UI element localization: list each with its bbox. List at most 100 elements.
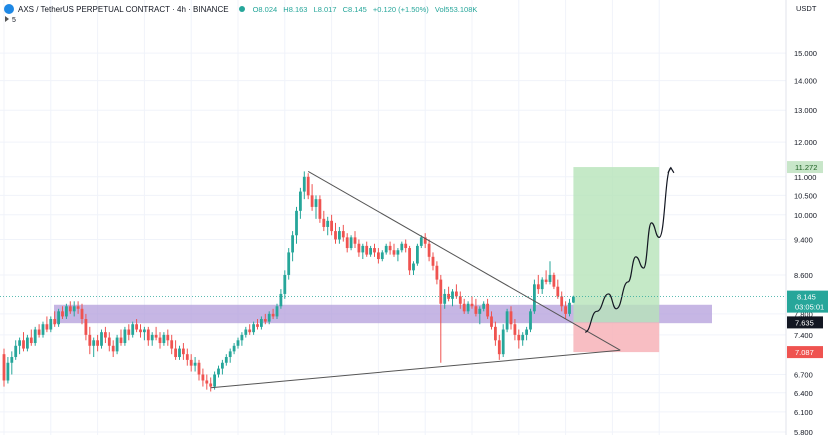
axs-coin-icon[interactable]	[4, 4, 14, 14]
candle-body	[353, 237, 357, 244]
candle-body	[369, 248, 372, 255]
candle-body	[135, 324, 138, 330]
candle-body	[61, 311, 64, 317]
candle-body	[174, 348, 177, 358]
candle-body	[517, 334, 521, 341]
entry-price-label: 7.635	[795, 318, 814, 327]
candle-body	[14, 345, 18, 358]
target-price-label: 11.272	[795, 163, 817, 172]
candle-body	[470, 303, 474, 307]
candle-body	[349, 237, 353, 249]
candle-body	[310, 195, 314, 207]
candle-body	[80, 308, 84, 320]
ohlc-high: H8.163	[283, 4, 308, 14]
candle-body	[458, 296, 462, 304]
ohlc-change: +0.120 (+1.50%)	[372, 4, 429, 14]
candle-body	[525, 329, 528, 335]
candle-body	[166, 334, 170, 341]
candle-body	[326, 220, 330, 227]
candle-body	[334, 231, 337, 240]
countdown-label: 03:05:01	[795, 303, 824, 312]
candle-body	[529, 311, 532, 330]
candle-body	[205, 380, 209, 384]
candle-body	[18, 340, 21, 346]
symbol-title[interactable]: AXS / TetherUS PERPETUAL CONTRACT · 4h ·…	[18, 4, 229, 14]
candle-body	[146, 329, 150, 341]
candle-body	[486, 303, 489, 317]
candle-body	[57, 311, 60, 325]
candle-body	[271, 313, 275, 317]
currency-label[interactable]: USDT	[796, 4, 817, 13]
candle-body	[29, 337, 33, 344]
candle-body	[178, 348, 181, 358]
candle-body	[100, 332, 103, 346]
candle-body	[119, 337, 123, 344]
candle-body	[380, 252, 384, 260]
candle-body	[505, 311, 509, 330]
candle-body	[267, 313, 271, 322]
y-tick-label: 7.400	[794, 331, 813, 340]
candle-body	[497, 340, 501, 355]
y-tick-label: 13.000	[794, 106, 817, 115]
candle-body	[357, 243, 361, 253]
candle-body	[139, 329, 142, 333]
candle-body	[53, 319, 57, 325]
candle-body	[244, 329, 248, 335]
candle-body	[224, 357, 228, 363]
candle-body	[221, 362, 224, 369]
y-tick-label: 15.000	[794, 49, 817, 58]
candle-body	[544, 279, 548, 282]
candle-body	[185, 354, 189, 360]
support-zone	[54, 304, 712, 324]
candle-body	[509, 311, 513, 325]
y-tick-label: 10.000	[794, 211, 817, 220]
candle-body	[240, 334, 244, 341]
drawing-zones	[54, 167, 712, 353]
candle-body	[302, 176, 306, 192]
candle-body	[384, 245, 388, 253]
y-tick-label: 8.600	[794, 271, 813, 280]
candle-body	[115, 337, 119, 352]
candle-body	[275, 306, 279, 317]
candle-body	[10, 357, 14, 363]
chevron-right-icon	[5, 16, 9, 22]
candle-body	[501, 329, 505, 355]
candle-body	[170, 340, 174, 349]
candle-body	[513, 324, 517, 335]
candle-body	[228, 351, 232, 358]
candle-body	[248, 329, 252, 333]
candle-body	[341, 231, 345, 238]
candle-body	[189, 359, 193, 366]
y-tick-label: 7.800	[794, 310, 813, 319]
candle-body	[373, 248, 376, 253]
candle-body	[158, 337, 162, 344]
candle-body	[37, 329, 41, 335]
candle-body	[423, 237, 427, 244]
candle-body	[201, 374, 205, 381]
candle-body	[263, 319, 267, 322]
candle-body	[111, 345, 115, 352]
stop-loss-zone	[573, 322, 660, 353]
candle-body	[377, 252, 380, 260]
indicator-count: 5	[12, 17, 16, 24]
trend-line	[210, 349, 621, 389]
candle-body	[548, 274, 552, 282]
candle-body	[306, 176, 310, 196]
y-tick-label: 9.400	[794, 235, 813, 244]
indicators-toggle[interactable]: 5	[5, 16, 16, 24]
candle-body	[154, 334, 158, 338]
price-axis[interactable]: 15.000 14.000 13.000 12.000 11.000 10.500 10.0…	[794, 49, 817, 437]
candle-body	[92, 340, 96, 346]
candle-body	[392, 250, 396, 255]
ohlc-open: O8.024	[252, 4, 278, 14]
candle-body	[396, 250, 400, 255]
current-price-label: 8.145	[797, 293, 816, 302]
candle-body	[439, 279, 443, 304]
ohlc-close: C8.145	[342, 4, 367, 14]
ohlc-low: L8.017	[313, 4, 337, 14]
candle-body	[466, 303, 470, 312]
candle-body	[197, 362, 201, 375]
entry-price-tag	[787, 316, 823, 329]
